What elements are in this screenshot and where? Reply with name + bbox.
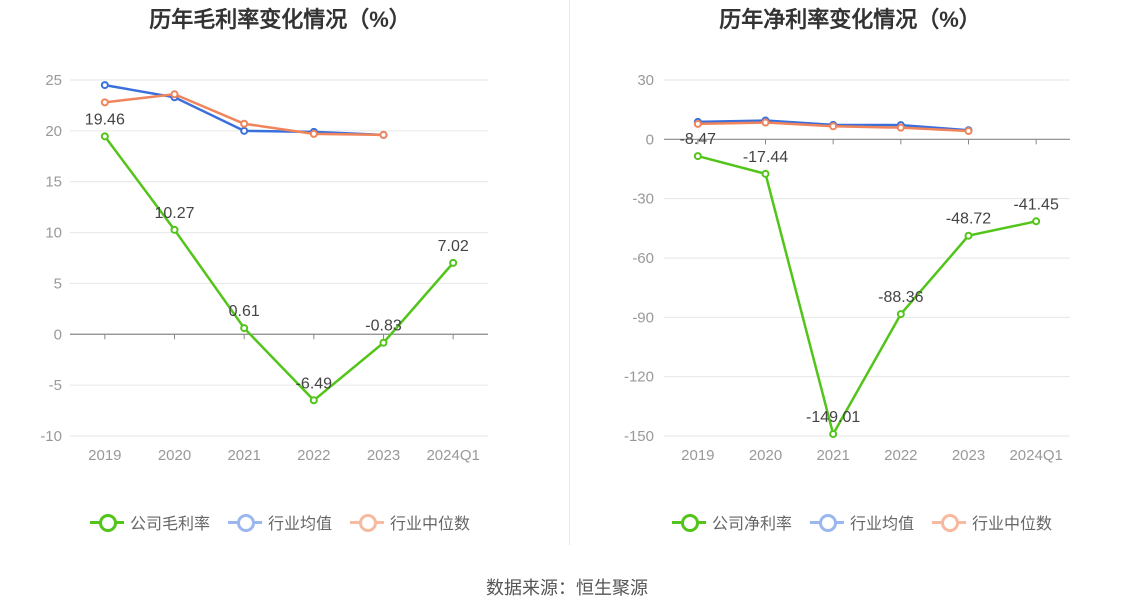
x-tick-label: 2024Q1 [426, 447, 479, 464]
chart-title-net-margin: 历年净利率变化情况（%） [719, 7, 981, 32]
y-tick-label: -10 [40, 428, 62, 445]
legend-label: 行业中位数 [972, 516, 1053, 533]
legend-symbol-industry-median [350, 512, 385, 532]
x-tick-label: 2020 [158, 447, 191, 464]
legend-label: 行业中位数 [390, 516, 471, 533]
data-label: 10.27 [154, 205, 194, 222]
chart-0: 25 20 15 10 5 0 -5 -10 2019 2020 2021 2022 2023 2024Q… [40, 72, 488, 464]
data-point [693, 119, 702, 128]
x-tick-label: 2022 [884, 447, 917, 464]
y-tick-label: 15 [45, 174, 62, 191]
data-source-note: 数据来源：恒生聚源 [486, 578, 648, 598]
series-line-0 [103, 135, 455, 402]
data-point [309, 396, 318, 405]
data-label: 0.61 [229, 303, 260, 320]
y-tick-label: 20 [45, 123, 62, 140]
x-tick-label: 2020 [749, 447, 782, 464]
x-tick-label: 2023 [367, 447, 400, 464]
legend-net-margin: 公司净利率 行业均值 行业中位数 [672, 510, 1070, 534]
x-tick-label: 2021 [816, 447, 849, 464]
data-point [896, 310, 905, 319]
legend-symbol-company [90, 512, 124, 532]
data-point [379, 130, 388, 139]
panel-divider [569, 0, 570, 545]
x-tick-label: 2022 [297, 447, 330, 464]
legend-symbol-industry-median [932, 512, 967, 532]
data-point [693, 152, 702, 161]
data-point [829, 122, 838, 131]
data-point [379, 338, 388, 347]
y-tick-label: 0 [646, 131, 654, 148]
legend-item-company[interactable]: 公司毛利率 [90, 510, 210, 534]
data-point [829, 430, 838, 439]
y-tick-label: -30 [632, 191, 654, 208]
data-point [240, 126, 249, 135]
y-tick-label: -90 [632, 309, 654, 326]
data-point [896, 123, 905, 132]
x-tick-label: 2019 [88, 447, 121, 464]
legend-label: 公司净利率 [712, 516, 793, 533]
data-point [449, 258, 458, 267]
data-label: -149.01 [806, 409, 860, 426]
data-point [170, 90, 179, 99]
y-tick-label: -5 [49, 377, 62, 394]
data-label: 7.02 [438, 238, 469, 255]
data-label: 19.46 [85, 111, 125, 128]
data-point [100, 132, 109, 141]
data-point [1032, 217, 1041, 226]
legend-item-industry-median[interactable]: 行业中位数 [350, 510, 470, 534]
y-tick-label: -120 [624, 369, 654, 386]
data-label: -41.45 [1013, 196, 1058, 213]
legend-symbol-industry-avg [228, 512, 263, 532]
x-tick-label: 2024Q1 [1009, 447, 1062, 464]
y-tick-label: 5 [54, 275, 62, 292]
legend-label: 行业均值 [850, 516, 915, 533]
y-tick-label: 0 [54, 326, 62, 343]
data-point [309, 129, 318, 138]
legend-symbol-industry-avg [810, 512, 845, 532]
data-label: -48.72 [946, 211, 991, 228]
x-tick-label: 2023 [952, 447, 985, 464]
data-label: -8.47 [680, 131, 717, 148]
legend-item-industry-avg[interactable]: 行业均值 [228, 510, 332, 534]
data-point [100, 81, 109, 90]
y-tick-label: 30 [637, 72, 654, 89]
series-line-0 [697, 154, 1037, 438]
legend-gross-margin: 公司毛利率 行业均值 行业中位数 [90, 510, 488, 534]
legend-item-company[interactable]: 公司净利率 [672, 510, 792, 534]
chart-1: 30 0 -30 -60 -90 -120 -150 2019 2020 2021 2022 2023… [624, 72, 1070, 464]
data-label: -88.36 [878, 289, 923, 306]
y-tick-label: -60 [632, 250, 654, 267]
x-tick-label: 2021 [227, 447, 260, 464]
y-tick-label: 10 [45, 225, 62, 242]
legend-item-industry-median[interactable]: 行业中位数 [932, 510, 1052, 534]
legend-label: 行业均值 [268, 516, 333, 533]
data-point [964, 127, 973, 136]
data-label: -0.83 [365, 318, 402, 335]
y-tick-label: -150 [624, 428, 654, 445]
data-point [761, 118, 770, 127]
legend-symbol-company [672, 512, 706, 532]
data-point [761, 169, 770, 178]
data-point [964, 231, 973, 240]
data-label: -17.44 [743, 149, 788, 166]
legend-item-industry-avg[interactable]: 行业均值 [810, 510, 914, 534]
data-label: -6.49 [296, 375, 333, 392]
x-tick-label: 2019 [681, 447, 714, 464]
data-point [240, 324, 249, 333]
data-point [100, 98, 109, 107]
chart-title-gross-margin: 历年毛利率变化情况（%） [149, 7, 411, 32]
data-point [170, 225, 179, 234]
y-tick-label: 25 [45, 72, 62, 89]
data-point [240, 119, 249, 128]
legend-label: 公司毛利率 [130, 516, 211, 533]
